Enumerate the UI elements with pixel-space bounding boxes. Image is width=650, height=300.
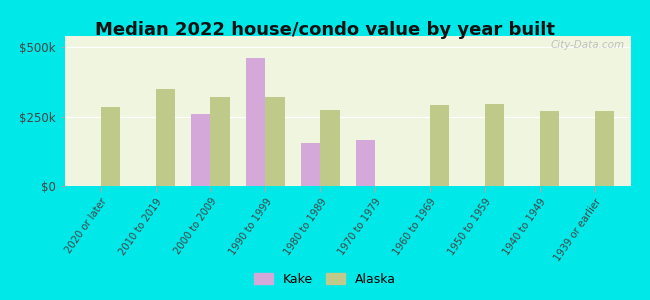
Text: Median 2022 house/condo value by year built: Median 2022 house/condo value by year bu… — [95, 21, 555, 39]
Bar — [101, 107, 120, 186]
Bar — [246, 58, 265, 186]
Bar — [485, 104, 504, 186]
Bar — [191, 114, 211, 186]
Bar — [211, 97, 229, 186]
Text: City-Data.com: City-Data.com — [551, 40, 625, 50]
Bar — [356, 140, 375, 186]
Bar — [155, 89, 175, 186]
Bar — [540, 111, 559, 186]
Bar — [595, 111, 614, 186]
Bar — [320, 110, 339, 186]
Bar — [430, 105, 449, 186]
Bar — [301, 143, 320, 186]
Bar — [265, 97, 285, 186]
Legend: Kake, Alaska: Kake, Alaska — [250, 268, 400, 291]
